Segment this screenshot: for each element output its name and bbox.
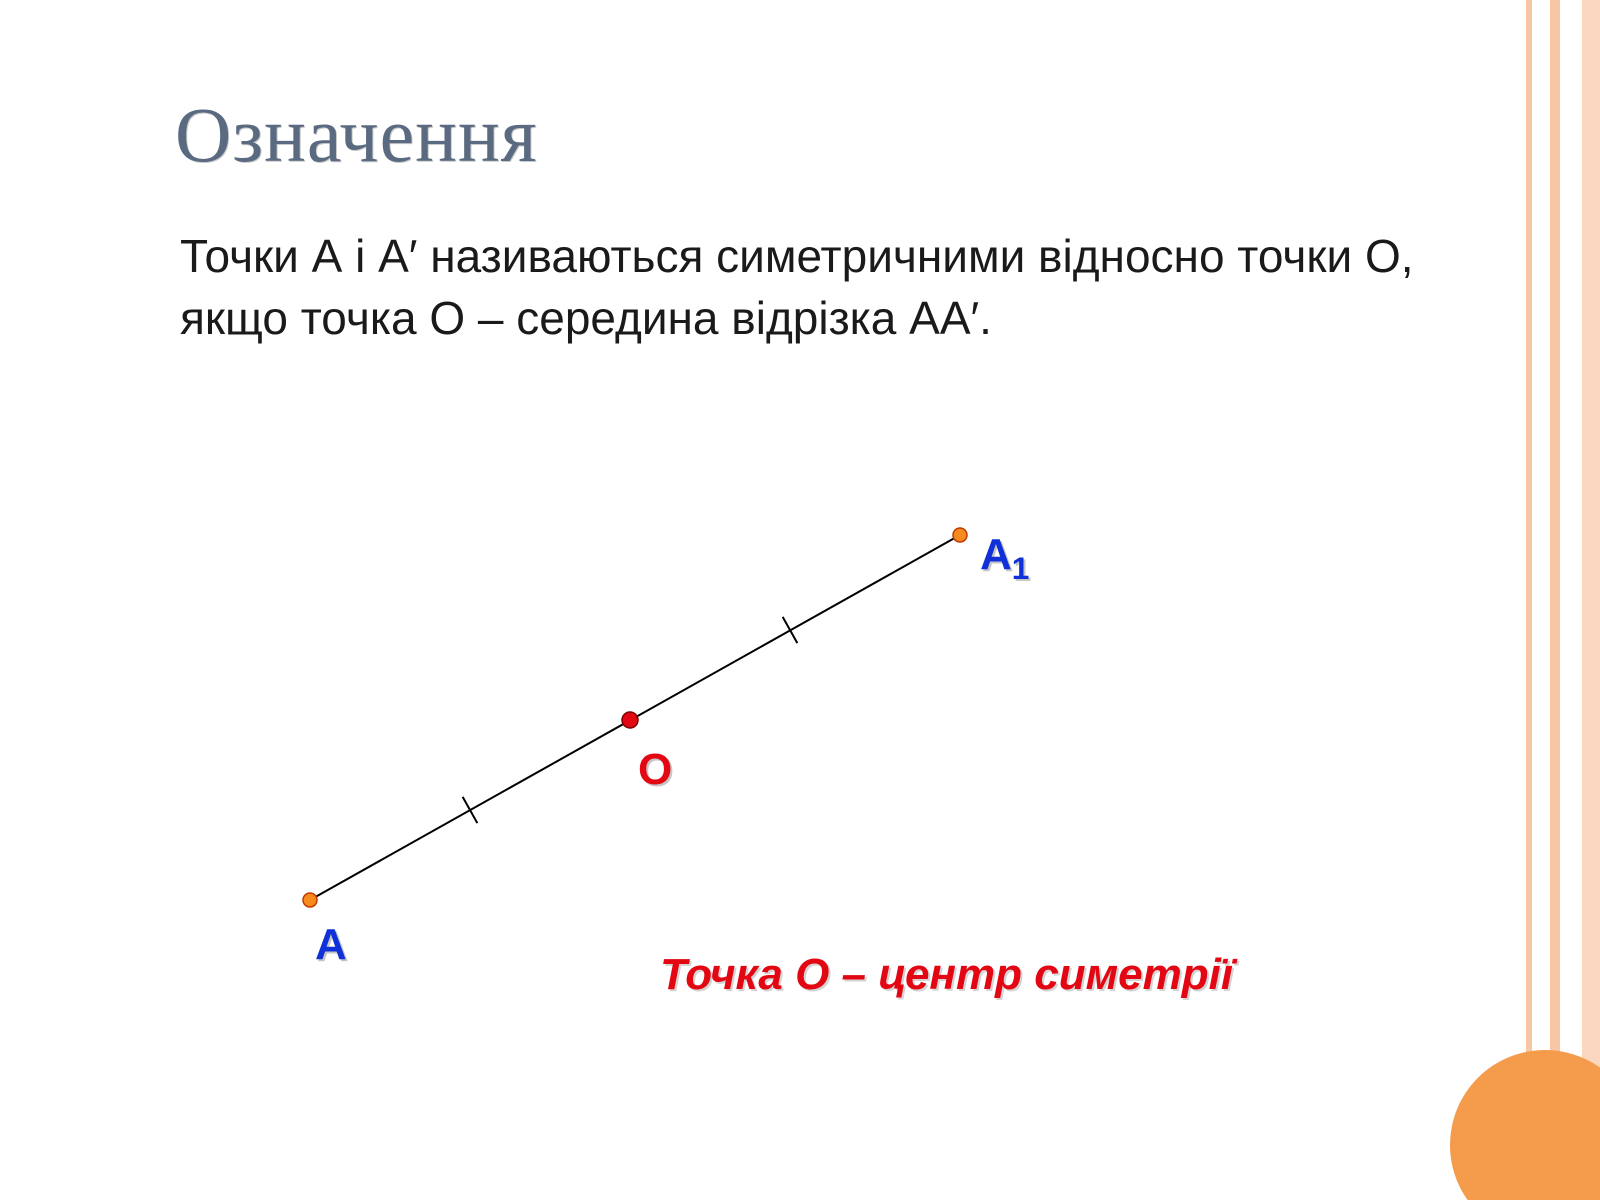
right-stripe — [1550, 0, 1560, 1200]
definition-paragraph: Точки А і А′ називаються симетричними ві… — [180, 225, 1430, 349]
label-main: А — [980, 530, 1012, 579]
center-of-symmetry-caption: Точка О – центр симетрії — [660, 950, 1233, 1000]
point-a-label: А — [315, 920, 347, 970]
diagram-svg — [180, 460, 1230, 980]
right-stripe — [1526, 0, 1532, 1200]
equal-tick-mark — [783, 617, 798, 643]
point-a1 — [953, 528, 967, 542]
slide: Означення Точки А і А′ називаються симет… — [0, 0, 1600, 1200]
label-subscript: 1 — [1012, 550, 1030, 586]
equal-tick-mark — [463, 797, 478, 823]
right-stripe — [1560, 0, 1582, 1200]
corner-circle-decoration — [1450, 1050, 1600, 1200]
right-stripe — [1532, 0, 1550, 1200]
point-o-label: О — [638, 745, 672, 795]
right-stripe — [1582, 0, 1600, 1200]
point-a1-label: А1 — [980, 530, 1029, 587]
point-a — [303, 893, 317, 907]
slide-title: Означення — [175, 90, 538, 180]
symmetry-diagram: А О А1 — [180, 460, 1230, 980]
point-o — [622, 712, 638, 728]
